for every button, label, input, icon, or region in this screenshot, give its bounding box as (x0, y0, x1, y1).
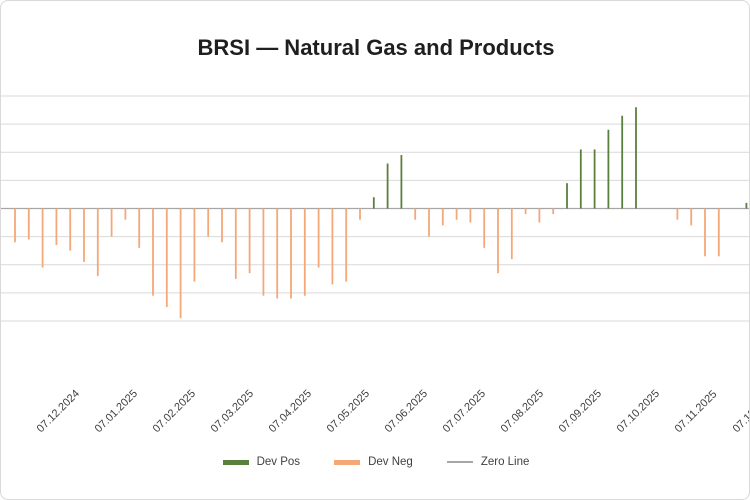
x-tick-label: 07.12.2025 (731, 388, 750, 435)
x-tick-label: 07.12.2024 (35, 388, 82, 435)
x-tick-label: 07.07.2025 (441, 388, 488, 435)
legend-swatch-dev-pos (222, 459, 249, 465)
legend-item-dev-pos: Dev Pos (222, 456, 301, 468)
legend-label-zero-line: Zero Line (480, 456, 530, 468)
x-tick-label: 07.04.2025 (267, 388, 314, 435)
x-tick-label: 07.09.2025 (557, 388, 604, 435)
x-tick-label: 07.06.2025 (383, 388, 430, 435)
legend-label-dev-neg: Dev Neg (368, 456, 413, 468)
chart-title: BRSI — Natural Gas and Products (197, 35, 555, 60)
x-tick-label: 07.03.2025 (209, 388, 256, 435)
x-tick-label: 07.10.2025 (615, 388, 662, 435)
legend-swatch-zero-line (446, 461, 473, 463)
x-tick-label: 07.11.2025 (673, 388, 720, 435)
legend-item-dev-neg: Dev Neg (334, 456, 413, 468)
legend-swatch-dev-neg (334, 459, 361, 465)
x-tick-label: 07.02.2025 (151, 388, 198, 435)
x-tick-label: 07.01.2025 (93, 388, 140, 435)
x-tick-label: 07.05.2025 (325, 388, 372, 435)
legend: Dev Pos Dev Neg Zero Line (1, 456, 749, 468)
legend-item-zero-line: Zero Line (446, 456, 530, 468)
legend-label-dev-pos: Dev Pos (256, 456, 301, 468)
x-tick-label: 07.08.2025 (499, 388, 546, 435)
